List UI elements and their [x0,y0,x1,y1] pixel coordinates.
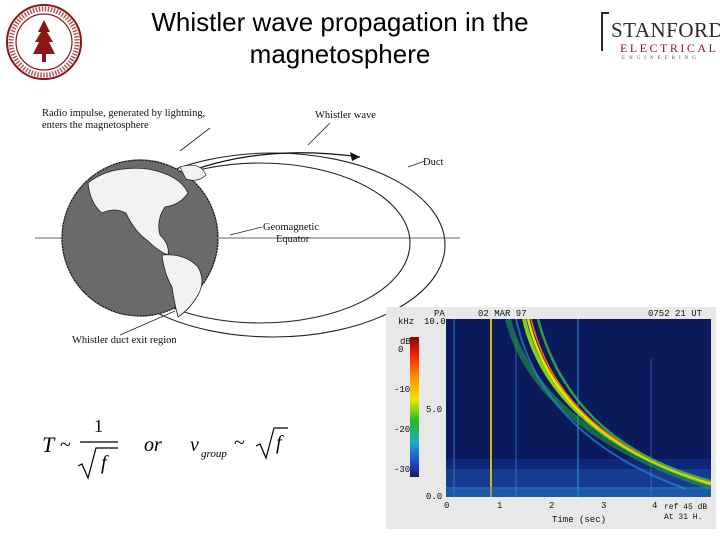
label-equator-line2: Equator [276,234,310,245]
spec-ref-line1: ref 45 dB [664,503,708,512]
logo-main-text: STANFORD [611,18,720,42]
spec-db-tick-1: -10 [394,385,411,395]
spec-db-tick-3: -30 [394,465,411,475]
formula-or: or [144,434,162,456]
spec-xtick-2: 2 [549,501,555,511]
magnetosphere-diagram: Radio impulse, generated by lightning, e… [30,95,460,360]
label-duct-exit: Whistler duct exit region [72,335,177,346]
spec-xtick-3: 3 [601,501,607,511]
spec-xtick-0: 0 [444,501,450,511]
slide-title: Whistler wave propagation in the magneto… [151,7,529,69]
formula-sim-1: ~ [60,434,71,456]
formula-sim-2: ~ [234,432,245,454]
spec-db-tick-0: 0 [398,345,404,355]
spec-time: 0752 21 UT [648,309,703,319]
spec-colorbar [410,337,419,477]
spec-xlabel: Time (sec) [552,515,607,525]
spec-xtick-1: 1 [497,501,503,511]
spec-ytick-top: 10.0 [424,317,446,327]
spec-plot-area [446,319,711,497]
south-america-shape [161,254,203,318]
whistler-wave-arrow [179,152,361,176]
spec-station: PA [434,309,445,319]
label-equator-line1: Geomagnetic [263,222,319,233]
spec-date: 02 MAR 97 [478,309,527,319]
spec-ytick-mid: 5.0 [426,405,443,415]
logo-sub2-text: ENGINEERING [622,56,700,61]
spec-ytick-bottom: 0.0 [426,492,443,502]
formula-numerator: 1 [94,416,103,436]
dispersion-formula: T ~ 1 f or v group ~ f [40,410,310,490]
formula-T: T [42,432,55,457]
spec-ref-line2: At 31 H. [664,513,703,522]
spec-khz-unit: kHz [398,317,415,327]
spec-db-tick-2: -20 [394,425,411,435]
whistler-spectrogram: PA 02 MAR 97 0752 21 UT kHz 10.0 5.0 0.0… [386,307,716,529]
logo-bracket-icon [601,12,609,51]
label-whistler-wave: Whistler wave [315,110,376,121]
logo-sub-text: ELECTRICAL [620,41,719,55]
formula-fraction-sqrt-icon [77,441,118,480]
label-impulse-line2: enters the magnetosphere [42,120,149,131]
formula-f-2: f [276,432,282,454]
spec-xtick-4: 4 [652,501,658,511]
label-impulse-line1: Radio impulse, generated by lightning, [42,108,206,119]
label-duct: Duct [423,157,444,168]
stanford-ee-logo: STANFORD ELECTRICAL ENGINEERING [600,10,720,70]
formula-f-1: f [101,452,107,474]
stanford-seal-logo [6,4,82,80]
spec-db-unit: dB [400,337,411,347]
formula-v: v [190,434,199,456]
formula-group-subscript: group [201,448,227,460]
formula-sqrt-icon [255,427,288,460]
north-america-shape [87,167,189,256]
diagram-graphic [35,122,460,338]
